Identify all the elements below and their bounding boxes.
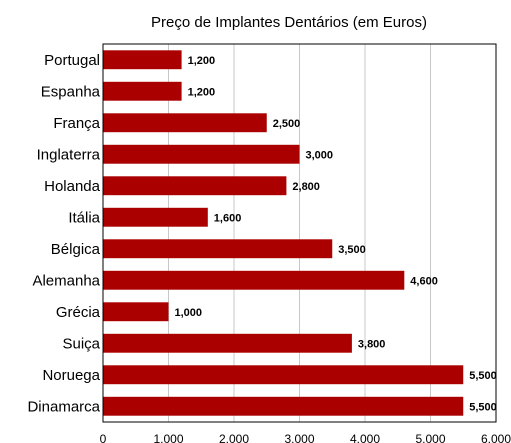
bar-5 [103, 207, 208, 227]
value-label-10: 5,500 [469, 370, 497, 382]
category-label-3: Inglaterra [37, 146, 101, 163]
bar-9 [103, 333, 352, 353]
category-labels: Portugal Espanha França Inglaterra Holanda It… [27, 52, 100, 416]
x-tick-label-1: 1,000 [153, 432, 183, 443]
category-label-0: Portugal [44, 52, 100, 69]
bars [103, 50, 464, 416]
value-label-4: 2,800 [292, 181, 320, 193]
category-label-6: Bélgica [51, 241, 101, 258]
value-label-7: 4,600 [410, 275, 438, 287]
x-tick-label-4: 4,000 [350, 432, 380, 443]
value-label-0: 1,200 [188, 55, 216, 67]
x-tick-label-3: 3,000 [284, 432, 314, 443]
category-label-1: Espanha [41, 83, 101, 100]
value-label-8: 1,000 [175, 307, 203, 319]
value-label-6: 3,500 [338, 244, 366, 256]
chart-title: Preço de Implantes Dentários (em Euros) [151, 14, 427, 31]
x-tick-labels: 0 1,000 2,000 3,000 4,000 5,000 6,000 [100, 432, 511, 443]
bar-3 [103, 144, 300, 164]
value-label-2: 2,500 [273, 118, 301, 130]
category-label-10: Noruega [42, 367, 100, 384]
bar-4 [103, 176, 287, 196]
bar-0 [103, 50, 182, 70]
value-label-3: 3,000 [306, 149, 334, 161]
plot-area-frame [102, 43, 497, 423]
bar-2 [103, 113, 267, 133]
category-label-11: Dinamarca [27, 398, 100, 415]
value-labels: 1,200 1,200 2,500 3,000 2,800 1,600 3,500 4,600… [175, 55, 497, 414]
bar-6 [103, 239, 333, 259]
category-label-8: Grécia [56, 304, 101, 321]
category-label-9: Suiça [62, 335, 100, 352]
value-label-9: 3,800 [358, 338, 386, 350]
x-tick-label-6: 6,000 [481, 432, 511, 443]
bar-11 [103, 396, 464, 416]
x-tick-label-2: 2,000 [219, 432, 249, 443]
x-tick-label-0: 0 [100, 432, 107, 443]
category-label-4: Holanda [44, 178, 101, 195]
category-label-2: França [53, 115, 100, 132]
bar-8 [103, 302, 169, 322]
value-label-11: 5,500 [469, 401, 497, 413]
value-label-5: 1,600 [214, 212, 242, 224]
value-label-1: 1,200 [188, 86, 216, 98]
bar-1 [103, 81, 182, 101]
x-tick-label-5: 5,000 [415, 432, 445, 443]
bar-7 [103, 270, 405, 290]
category-label-5: Itália [68, 209, 100, 226]
bar-10 [103, 365, 464, 385]
category-label-7: Alemanha [32, 272, 100, 289]
